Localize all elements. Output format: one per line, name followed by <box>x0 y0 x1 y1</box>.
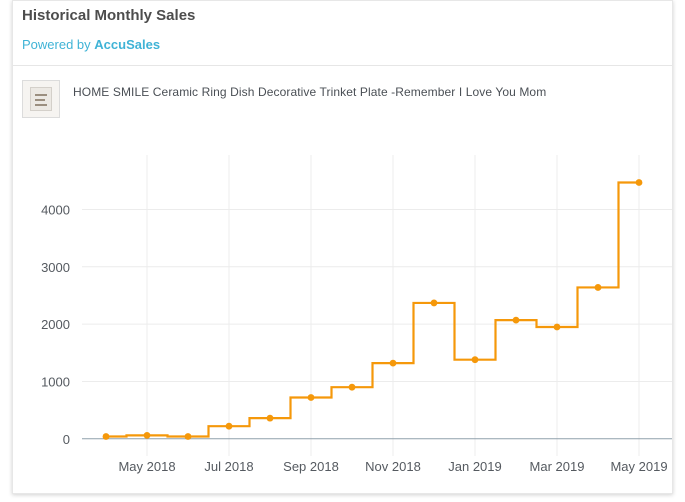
x-tick-label: Nov 2018 <box>365 459 421 474</box>
y-tick-label: 3000 <box>41 260 70 275</box>
sales-widget: Historical Monthly Sales Powered by Accu… <box>12 0 673 494</box>
x-tick-label: Mar 2019 <box>530 459 585 474</box>
y-tick-label: 4000 <box>41 202 70 217</box>
data-point <box>635 179 643 186</box>
thumb-text-line <box>35 99 45 101</box>
data-point <box>184 433 192 440</box>
y-tick-label: 1000 <box>41 374 70 389</box>
thumb-text-line <box>35 94 47 96</box>
x-tick-label: Jan 2019 <box>448 459 502 474</box>
data-point <box>471 356 479 364</box>
data-point <box>266 414 274 422</box>
data-point <box>143 431 151 439</box>
y-tick-label: 0 <box>63 432 70 447</box>
data-point <box>512 316 520 324</box>
product-title[interactable]: HOME SMILE Ceramic Ring Dish Decorative … <box>73 85 547 99</box>
x-tick-label: Jul 2018 <box>204 459 253 474</box>
powered-by[interactable]: Powered by AccuSales <box>22 37 160 52</box>
data-point <box>389 359 397 367</box>
data-point <box>430 299 438 307</box>
data-point <box>553 323 561 331</box>
x-tick-label: May 2018 <box>118 459 175 474</box>
product-thumbnail-icon[interactable] <box>22 80 60 118</box>
x-tick-label: May 2019 <box>610 459 667 474</box>
x-tick-label: Sep 2018 <box>283 459 339 474</box>
data-point <box>594 284 602 291</box>
data-point <box>225 422 233 430</box>
y-tick-label: 2000 <box>41 317 70 332</box>
data-point <box>307 394 315 401</box>
data-point <box>102 433 110 440</box>
sales-step-line <box>106 181 639 438</box>
plate-shape <box>30 87 52 111</box>
brand-link[interactable]: AccuSales <box>94 37 161 52</box>
powered-prefix: Powered by <box>22 37 91 52</box>
thumb-text-line <box>35 104 47 106</box>
data-point <box>348 383 356 391</box>
divider <box>13 65 672 66</box>
widget-title: Historical Monthly Sales <box>22 7 196 24</box>
